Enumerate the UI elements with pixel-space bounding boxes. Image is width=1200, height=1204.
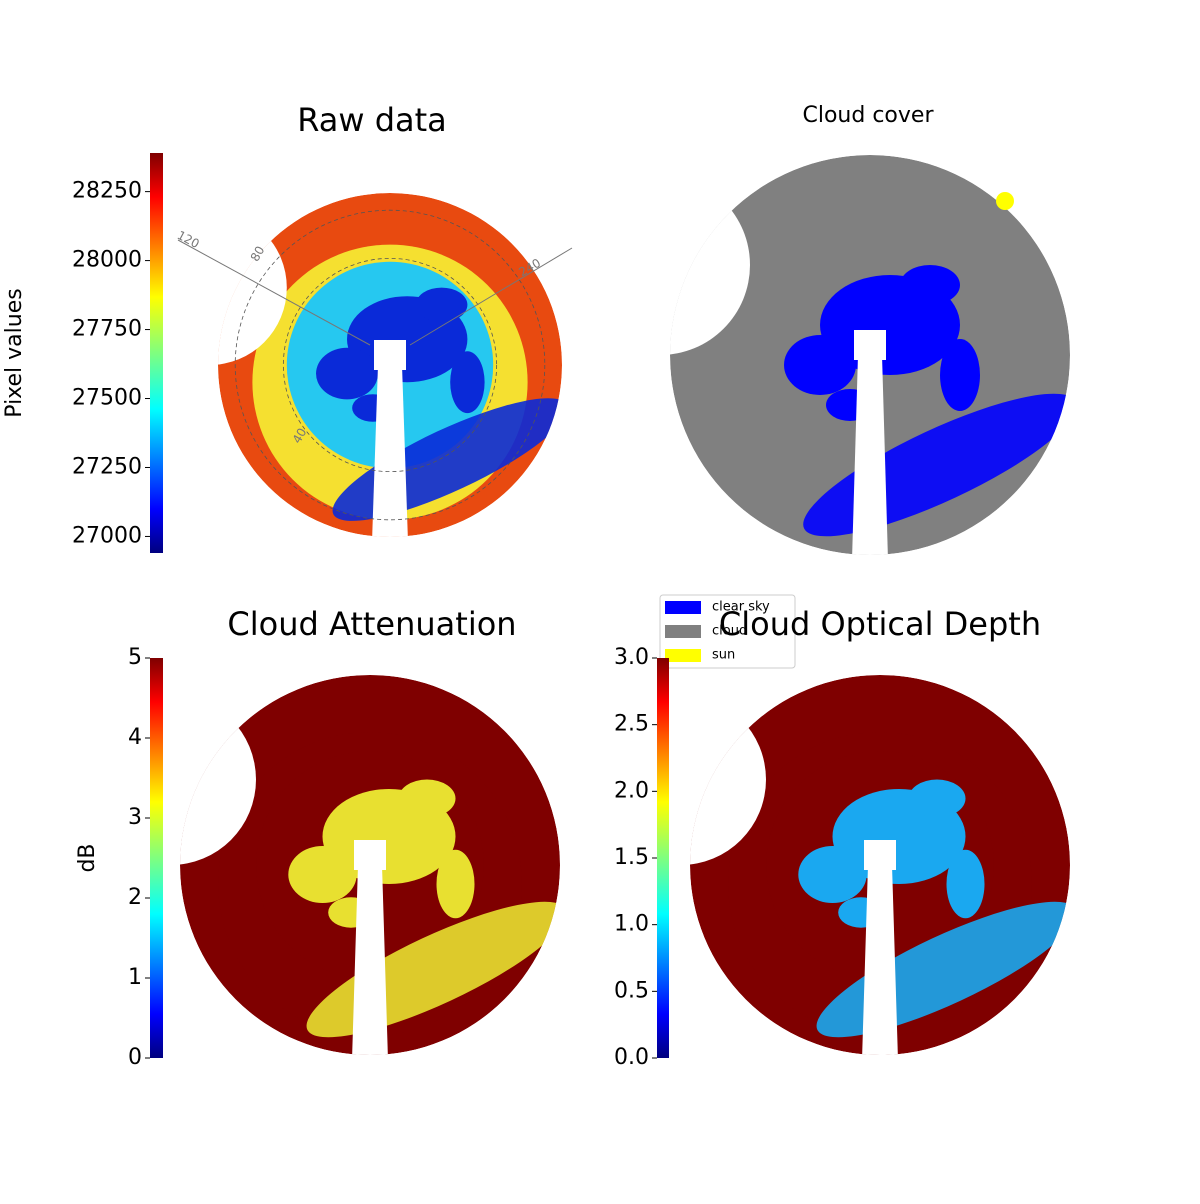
sky-blob — [940, 339, 980, 411]
polar-label: 40 — [290, 426, 310, 446]
sky-blob — [436, 849, 475, 919]
sky-cutout — [670, 175, 750, 355]
colorbar-tick-label: 3 — [128, 805, 142, 830]
colorbar-tick-label: 2.5 — [614, 712, 649, 737]
sky-blob — [946, 849, 985, 919]
sky-image — [180, 675, 560, 1055]
colorbar-label: dB — [75, 843, 100, 872]
camera-arm — [372, 365, 408, 537]
polar-spoke — [177, 239, 371, 346]
polar-label: 80 — [248, 244, 268, 264]
panel-title: Cloud Optical Depth — [719, 605, 1041, 643]
camera-head — [864, 840, 896, 870]
colorbar-tick-label: 0.5 — [614, 978, 649, 1003]
sun-marker — [996, 192, 1014, 210]
sky-blob — [316, 347, 378, 400]
legend-label: cloud — [712, 624, 747, 639]
camera-arm — [352, 865, 388, 1055]
colorbar-tick-label: 28000 — [72, 248, 142, 273]
sky-blob — [415, 287, 468, 322]
colorbar-tick-label: 1 — [128, 965, 142, 990]
sky-blob — [900, 265, 960, 305]
colorbar-tick-label: 0.0 — [614, 1045, 649, 1070]
sky-image — [690, 675, 1070, 1055]
polar-grid — [282, 257, 498, 473]
colorbar-tick-label: 27000 — [72, 523, 142, 548]
colorbar-tick-label: 3.0 — [614, 645, 649, 670]
legend-label: sun — [712, 648, 735, 663]
polar-grid — [234, 209, 546, 521]
legend-swatch — [665, 649, 701, 662]
colorbar — [657, 658, 669, 1058]
colorbar-label: Pixel values — [2, 288, 27, 417]
colorbar-tick-label: 0 — [128, 1045, 142, 1070]
polar-spoke — [409, 247, 573, 346]
panel-title: Raw data — [297, 101, 447, 139]
colorbar-tick-label: 4 — [128, 725, 142, 750]
camera-arm — [862, 865, 898, 1055]
sky-image — [218, 193, 562, 537]
sky-image — [670, 155, 1070, 555]
camera-head — [854, 330, 886, 360]
colorbar-tick-label: 2 — [128, 885, 142, 910]
panel-title: Cloud cover — [803, 103, 935, 128]
sky-blob — [784, 335, 856, 395]
sky-blob — [398, 779, 456, 818]
colorbar-tick-label: 28250 — [72, 179, 142, 204]
legend-swatch — [665, 625, 701, 638]
sky-cutout — [180, 694, 256, 865]
colorbar-tick-label: 5 — [128, 645, 142, 670]
colorbar-tick-label: 2.0 — [614, 778, 649, 803]
camera-head — [354, 840, 386, 870]
colorbar — [150, 153, 163, 553]
sky-blob — [798, 846, 867, 903]
colorbar-tick-label: 27500 — [72, 386, 142, 411]
legend-swatch — [665, 601, 701, 614]
camera-arm — [852, 355, 888, 555]
sky-blob — [288, 846, 357, 903]
sky-blob — [908, 779, 966, 818]
polar-label: 120 — [175, 228, 202, 251]
colorbar-tick-label: 27750 — [72, 317, 142, 342]
legend-label: clear sky — [712, 600, 770, 615]
colorbar — [150, 658, 163, 1058]
sky-blob — [450, 351, 485, 414]
camera-head — [374, 340, 406, 370]
colorbar-tick-label: 1.5 — [614, 845, 649, 870]
colorbar-tick-label: 1.0 — [614, 912, 649, 937]
panel-title: Cloud Attenuation — [227, 605, 516, 643]
colorbar-tick-label: 27250 — [72, 454, 142, 479]
